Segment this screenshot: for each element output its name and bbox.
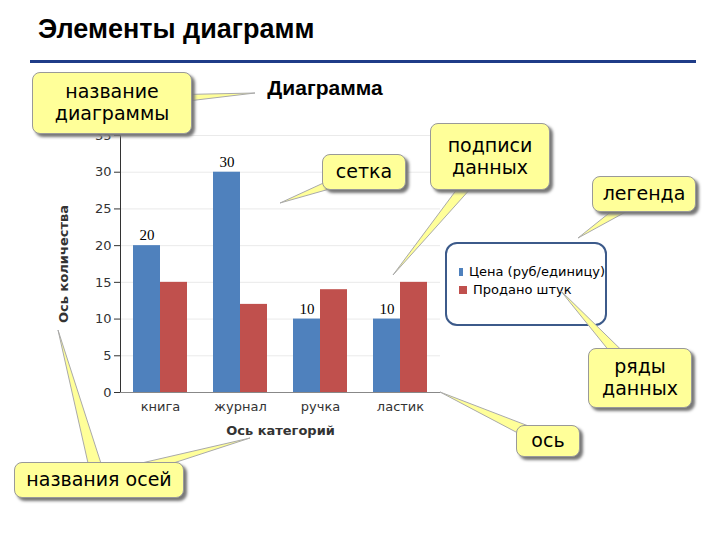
html-text:подписи данных: подписи данных	[447, 133, 533, 178]
html-text:Цена (руб/единицу): Цена (руб/единицу)	[468, 264, 605, 279]
html-text:название диаграммы: название диаграммы	[54, 80, 170, 124]
svg-text:15: 15	[95, 275, 112, 290]
svg-text:25: 25	[95, 201, 112, 216]
html-text:Продано штук: Продано штук	[473, 282, 572, 297]
html-text:легенда: легенда	[602, 182, 686, 205]
svg-text:журнал: журнал	[214, 399, 266, 414]
svg-text:10: 10	[380, 301, 395, 317]
svg-text:ручка: ручка	[301, 399, 340, 414]
html-text:названия осей: названия осей	[26, 468, 172, 491]
svg-text:30: 30	[95, 164, 112, 179]
svg-text:книга: книга	[141, 399, 181, 414]
svg-text:ластик: ластик	[377, 399, 424, 414]
svg-text:20: 20	[140, 227, 155, 243]
html-text:Элементы диаграмм: Элементы диаграмм	[38, 14, 315, 44]
html-text:ряды данных: ряды данных	[602, 355, 678, 399]
svg-text:Ось количества: Ось количества	[56, 205, 71, 323]
svg-text:Ось категорий: Ось категорий	[226, 423, 335, 438]
svg-text:20: 20	[95, 238, 112, 253]
svg-text:35: 35	[95, 127, 112, 143]
svg-text:10: 10	[95, 311, 112, 326]
html-text:Диаграмма: Диаграмма	[267, 76, 383, 99]
svg-text:0: 0	[103, 385, 111, 400]
svg-text:30: 30	[220, 154, 235, 170]
svg-text:5: 5	[103, 348, 111, 363]
html-text:ось: ось	[531, 429, 565, 452]
svg-text:10: 10	[300, 301, 315, 317]
html-text:сетка: сетка	[335, 160, 393, 183]
